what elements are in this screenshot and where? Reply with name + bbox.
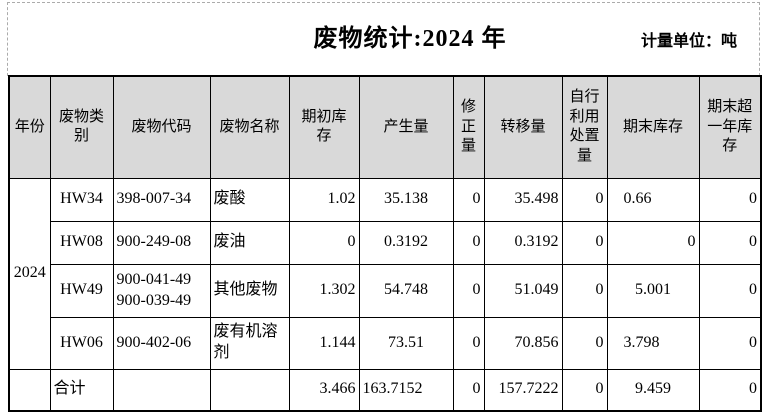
cell-code[interactable]: 900-249-08 bbox=[112, 220, 211, 265]
cell-name[interactable]: 废酸 bbox=[209, 177, 290, 222]
cell-code[interactable]: 900-041-49 900-039-49 bbox=[112, 263, 211, 318]
cell-correction[interactable]: 0 bbox=[452, 263, 485, 318]
cell-transferred[interactable]: 0.3192 bbox=[483, 220, 563, 265]
cell-category[interactable]: HW34 bbox=[49, 177, 114, 222]
cell-total-label[interactable]: 合计 bbox=[49, 368, 114, 412]
cell-category[interactable]: HW49 bbox=[49, 263, 114, 318]
table-row: 2024 HW34 398-007-34 废酸 1.02 35.138 0 35… bbox=[8, 177, 762, 370]
cell-transferred[interactable]: 51.049 bbox=[483, 263, 563, 318]
cell-name-empty[interactable] bbox=[209, 368, 290, 412]
cell-total-generated[interactable]: 163.7152 bbox=[358, 368, 454, 412]
cell-year-empty[interactable] bbox=[8, 368, 51, 412]
cell-self-disposed[interactable]: 0 bbox=[561, 316, 608, 370]
cell-generated[interactable]: 0.3192 bbox=[358, 220, 454, 265]
header-year[interactable]: 年份 bbox=[8, 75, 51, 179]
cell-code[interactable]: 398-007-34 bbox=[112, 177, 211, 222]
cell-total-correction[interactable]: 0 bbox=[452, 368, 485, 412]
header-category[interactable]: 废物类 别 bbox=[49, 75, 114, 179]
cell-self-disposed[interactable]: 0 bbox=[561, 263, 608, 318]
cell-name[interactable]: 其他废物 bbox=[209, 263, 290, 318]
cell-self-disposed[interactable]: 0 bbox=[561, 220, 608, 265]
cell-generated[interactable]: 54.748 bbox=[358, 263, 454, 318]
cell-generated[interactable]: 35.138 bbox=[358, 177, 454, 222]
cell-over-one-year[interactable]: 0 bbox=[698, 177, 762, 222]
cell-over-one-year[interactable]: 0 bbox=[698, 316, 762, 370]
cell-closing[interactable]: 3.798 bbox=[606, 316, 700, 370]
header-code[interactable]: 废物代码 bbox=[112, 75, 211, 179]
cell-total-closing[interactable]: 9.459 bbox=[606, 368, 700, 412]
table-row: HW08 900-249-08 废油 0 0.3192 0 0.3192 0 0… bbox=[9, 220, 762, 265]
table-row: HW49 900-041-49 900-039-49 其他废物 1.302 54… bbox=[9, 263, 762, 318]
header-self-disposed[interactable]: 自行 利用 处置 量 bbox=[561, 75, 608, 179]
cell-over-one-year[interactable]: 0 bbox=[698, 263, 762, 318]
header-over-one-year[interactable]: 期末超 一年库 存 bbox=[698, 75, 762, 179]
sheet-title: 废物统计:2024 年 bbox=[313, 26, 507, 52]
header-row: 年份 废物类 别 废物代码 废物名称 期初库 存 产生量 修 正 量 转移量 自… bbox=[8, 75, 762, 179]
cell-opening[interactable]: 1.144 bbox=[288, 316, 360, 370]
cell-self-disposed[interactable]: 0 bbox=[561, 177, 608, 222]
header-correction[interactable]: 修 正 量 bbox=[452, 75, 485, 179]
cell-closing[interactable]: 5.001 bbox=[606, 263, 700, 318]
cell-total-transferred[interactable]: 157.7222 bbox=[483, 368, 563, 412]
cell-correction[interactable]: 0 bbox=[452, 316, 485, 370]
cell-category[interactable]: HW06 bbox=[49, 316, 114, 370]
waste-statistics-table: 年份 废物类 别 废物代码 废物名称 期初库 存 产生量 修 正 量 转移量 自… bbox=[8, 75, 762, 412]
cell-opening[interactable]: 0 bbox=[288, 220, 360, 265]
header-name[interactable]: 废物名称 bbox=[209, 75, 290, 179]
cell-over-one-year[interactable]: 0 bbox=[698, 220, 762, 265]
print-area-dashed-boundary bbox=[7, 2, 760, 76]
cell-correction[interactable]: 0 bbox=[452, 220, 485, 265]
cell-total-self-disposed[interactable]: 0 bbox=[561, 368, 608, 412]
cell-year[interactable]: 2024 bbox=[8, 177, 51, 370]
cell-total-opening[interactable]: 3.466 bbox=[288, 368, 360, 412]
header-closing[interactable]: 期末库存 bbox=[606, 75, 700, 179]
cell-name[interactable]: 废油 bbox=[209, 220, 290, 265]
cell-code-empty[interactable] bbox=[112, 368, 211, 412]
header-transferred[interactable]: 转移量 bbox=[483, 75, 563, 179]
cell-transferred[interactable]: 35.498 bbox=[483, 177, 563, 222]
cell-opening[interactable]: 1.02 bbox=[288, 177, 360, 222]
cell-correction[interactable]: 0 bbox=[452, 177, 485, 222]
total-row: 合计 3.466 163.7152 0 157.7222 0 9.459 0 bbox=[8, 368, 762, 412]
cell-code[interactable]: 900-402-06 bbox=[112, 316, 211, 370]
cell-closing[interactable]: 0.66 bbox=[606, 177, 700, 222]
cell-opening[interactable]: 1.302 bbox=[288, 263, 360, 318]
cell-transferred[interactable]: 70.856 bbox=[483, 316, 563, 370]
cell-generated[interactable]: 73.51 bbox=[358, 316, 454, 370]
header-generated[interactable]: 产生量 bbox=[358, 75, 454, 179]
header-opening[interactable]: 期初库 存 bbox=[288, 75, 360, 179]
unit-label: 计量单位：吨 bbox=[640, 33, 737, 50]
cell-name[interactable]: 废有机溶剂 bbox=[209, 316, 290, 370]
cell-total-over-one-year[interactable]: 0 bbox=[698, 368, 762, 412]
cell-closing[interactable]: 0 bbox=[606, 220, 700, 265]
cell-category[interactable]: HW08 bbox=[49, 220, 114, 265]
table-row: HW06 900-402-06 废有机溶剂 1.144 73.51 0 70.8… bbox=[9, 316, 762, 370]
